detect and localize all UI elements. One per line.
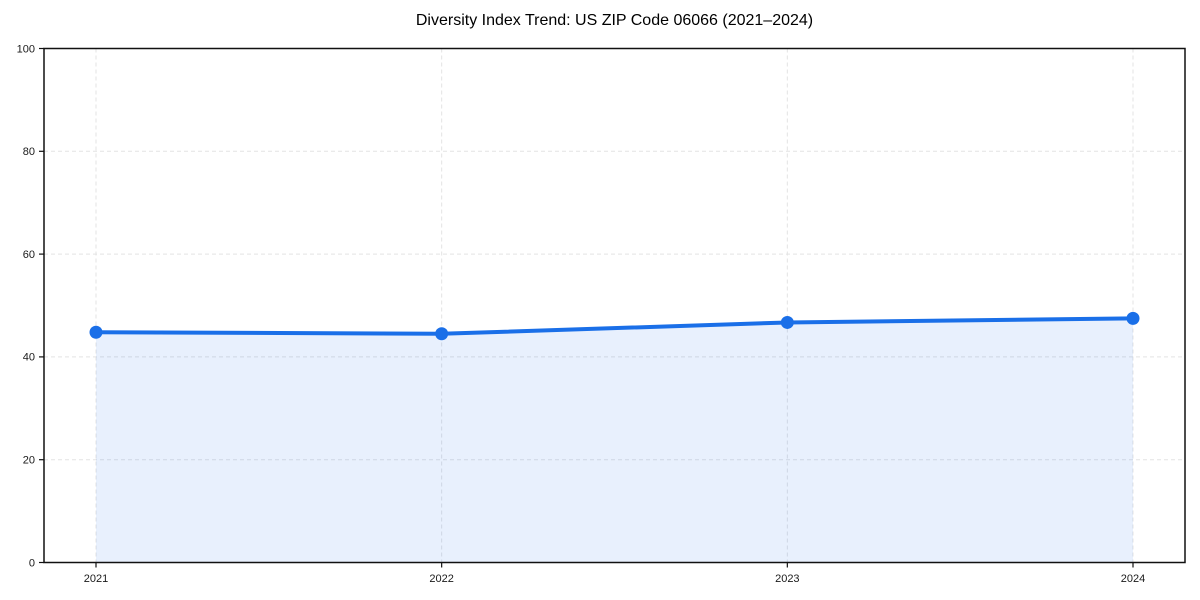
x-tick-label: 2022 [429, 573, 453, 585]
data-point [780, 315, 794, 329]
y-tick-label: 20 [23, 455, 35, 467]
data-point [435, 327, 449, 341]
x-tick-label: 2024 [1121, 573, 1145, 585]
y-tick-label: 60 [23, 249, 35, 261]
data-point [1126, 311, 1140, 325]
y-tick-label: 100 [17, 43, 35, 55]
data-point [89, 325, 103, 339]
chart-title: Diversity Index Trend: US ZIP Code 06066… [415, 12, 814, 29]
plot-background [44, 48, 1185, 563]
plot-border [43, 47, 1186, 564]
x-tick-label: 2023 [775, 573, 799, 585]
y-tick-label: 40 [23, 352, 35, 364]
area-fill [96, 318, 1133, 563]
y-tick-label: 80 [23, 146, 35, 158]
x-tick-label: 2021 [84, 573, 108, 585]
trend-line [94, 316, 1135, 336]
y-tick-label: 0 [29, 557, 35, 569]
